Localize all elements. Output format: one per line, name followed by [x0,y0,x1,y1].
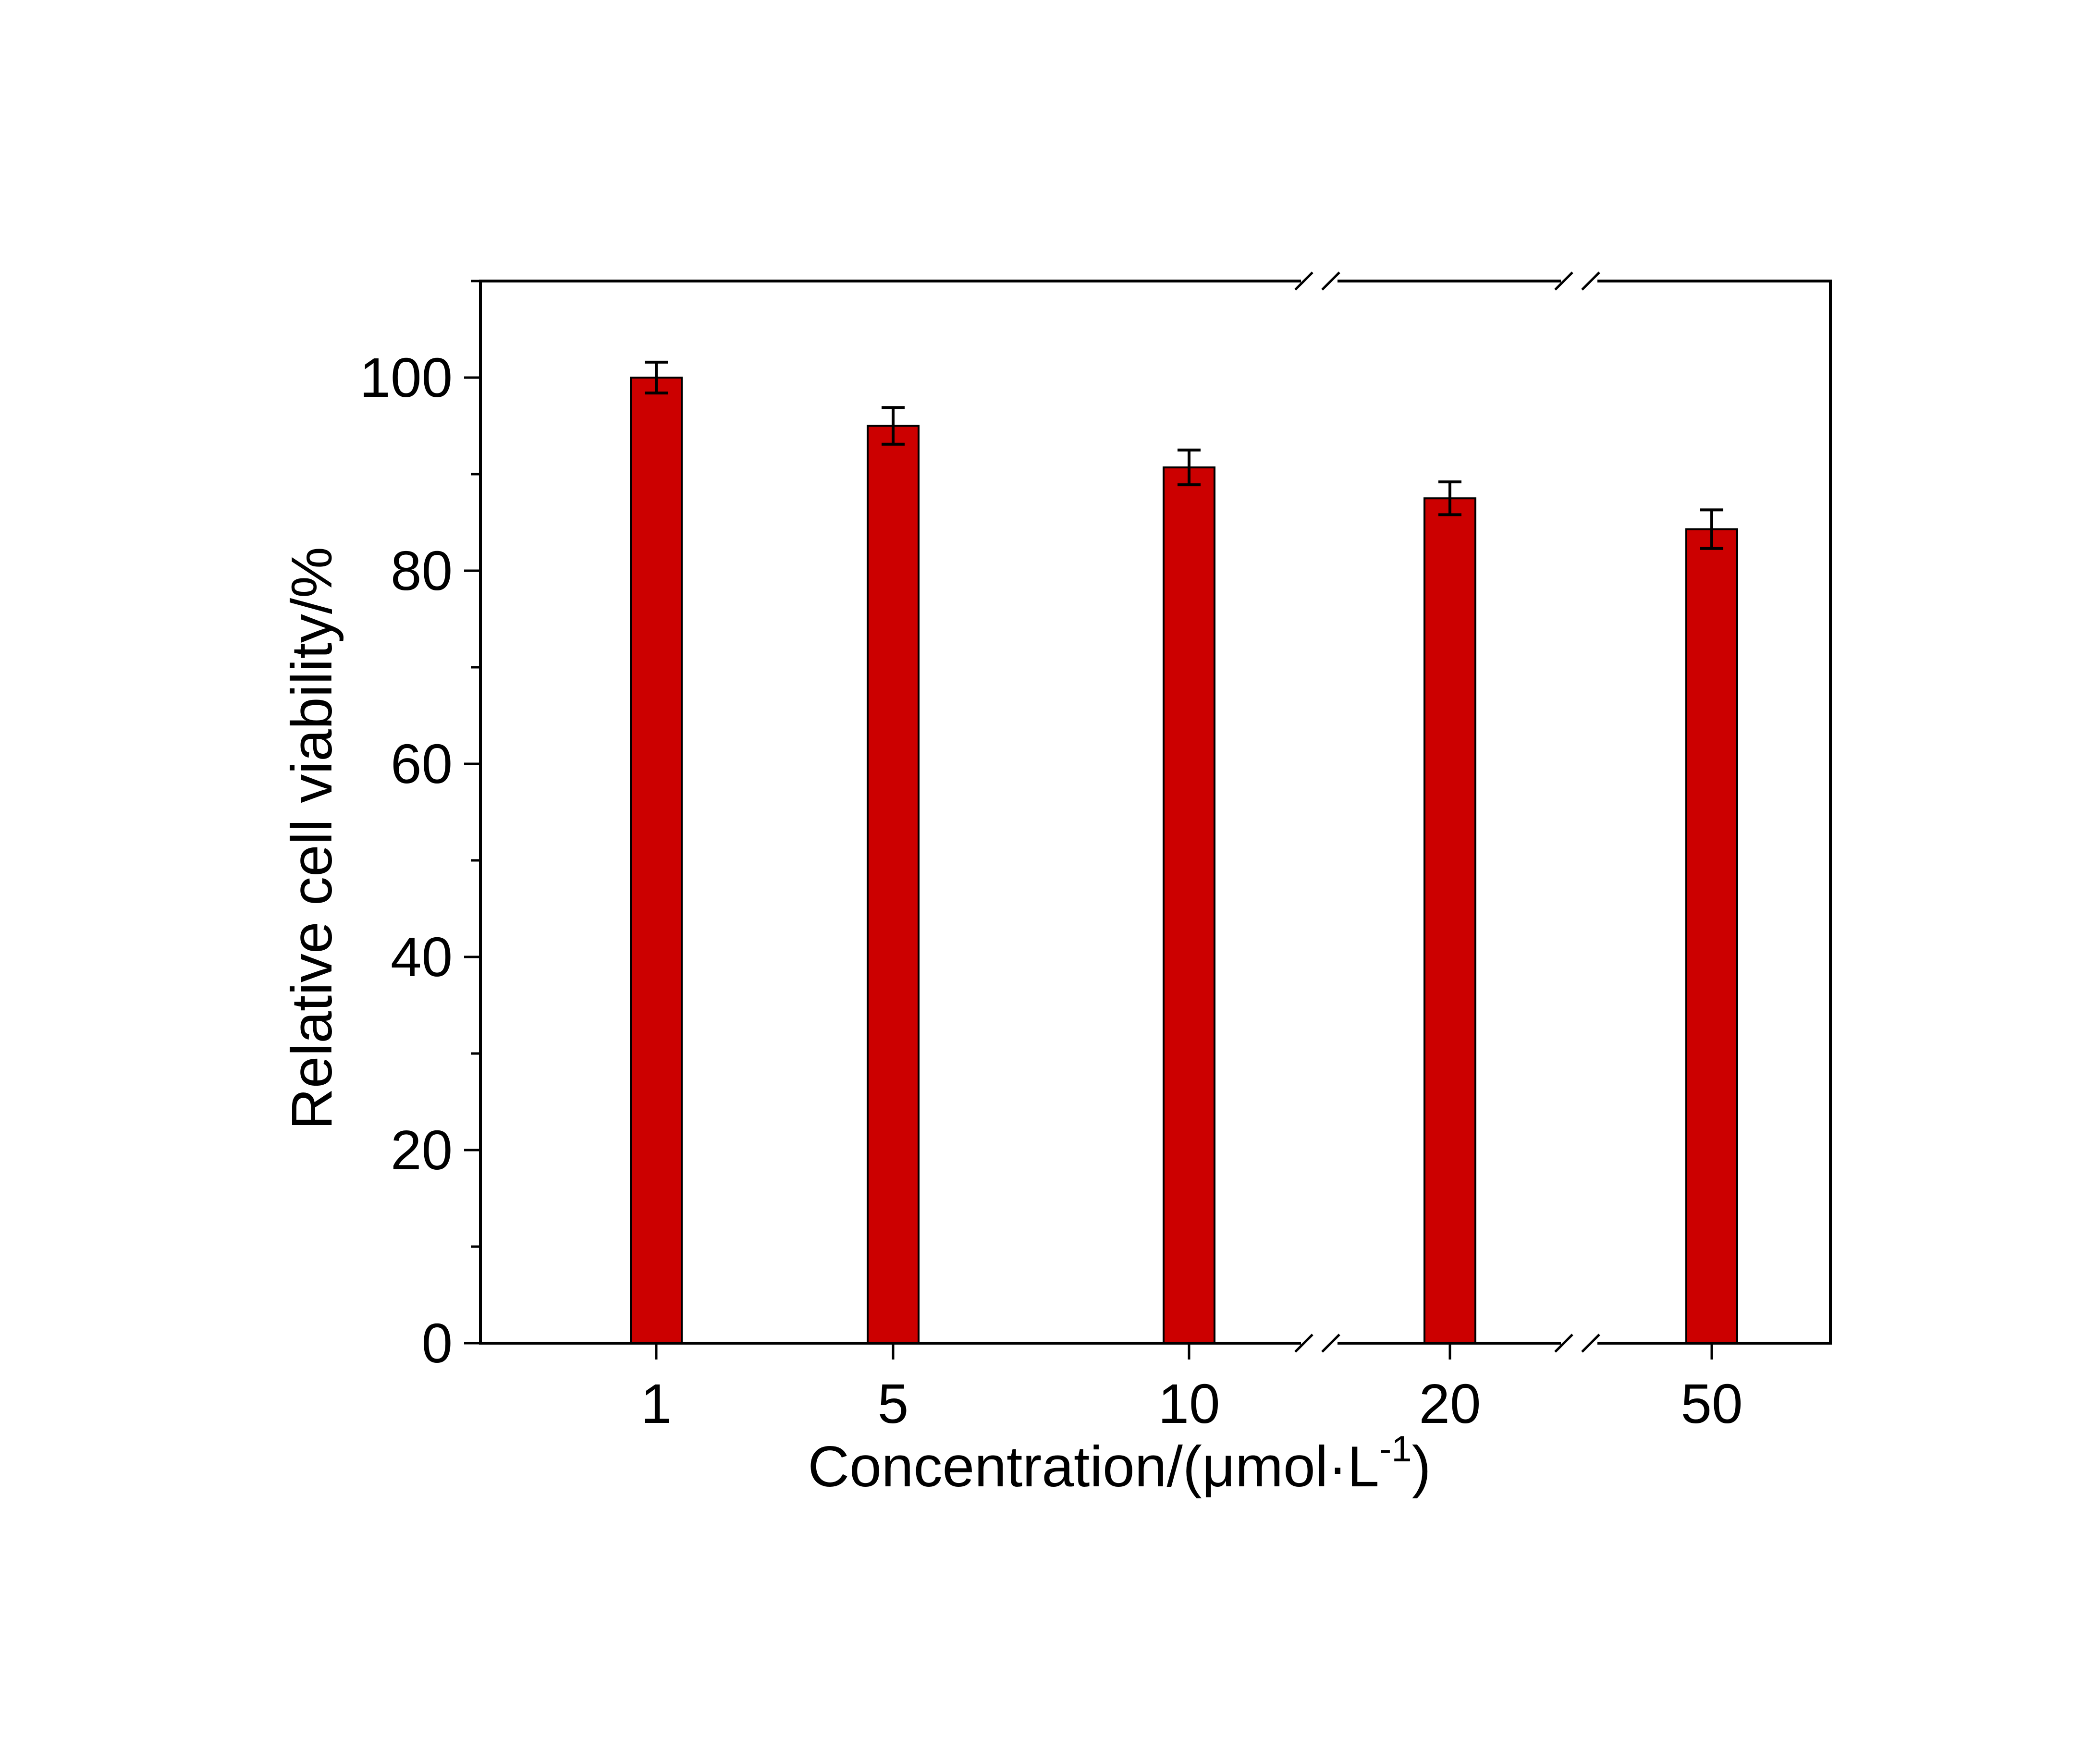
y-tick-label-40: 40 [391,926,453,988]
axis-breaks-layer [1294,271,1600,1353]
y-tick-label-80: 80 [391,539,453,602]
bar-5 [867,425,920,1344]
axis-break-slash-b-1-top [1321,271,1340,291]
x-axis-title-superscript: -1 [1379,1429,1412,1470]
axis-break-slash-b-2-bottom [1581,1334,1600,1353]
x-tick-label-10: 10 [1158,1372,1220,1435]
x-axis-title: Concentration/(μmol·L-1) [808,1429,1431,1499]
x-axis-title-main: Concentration/(μmol·L [808,1434,1379,1499]
x-tick-label-1: 1 [641,1372,672,1435]
bar-50 [1685,528,1738,1344]
axis-break-slash-a-2-bottom [1554,1334,1573,1353]
x-axis-ticks: 1 5 10 20 50 [641,1343,1743,1435]
axis-break-slash-a-1-top [1294,271,1313,291]
bar-10 [1163,466,1215,1344]
plot-frame [479,280,1832,1345]
x-tick-label-5: 5 [878,1372,909,1435]
axis-break-slash-b-1-bottom [1321,1334,1340,1353]
y-axis-title: Relative cell viability/% [280,547,344,1130]
y-tick-label-60: 60 [391,733,453,795]
axis-break-slash-b-2-top [1581,271,1600,291]
axis-break-slash-a-1-bottom [1294,1334,1313,1353]
y-tick-label-0: 0 [421,1312,453,1374]
y-tick-label-100: 100 [359,346,453,409]
axis-break-slash-a-2-top [1554,271,1573,291]
y-axis-ticks: 0 20 40 60 80 100 [359,280,480,1374]
x-tick-label-20: 20 [1419,1372,1481,1435]
bar-20 [1423,497,1476,1344]
error-bars-layer [645,360,1723,550]
bars-layer [630,377,1738,1344]
bar-1 [630,377,683,1344]
x-axis-title-suffix: ) [1412,1434,1431,1499]
y-tick-label-20: 20 [391,1119,453,1181]
x-tick-label-50: 50 [1681,1372,1742,1435]
